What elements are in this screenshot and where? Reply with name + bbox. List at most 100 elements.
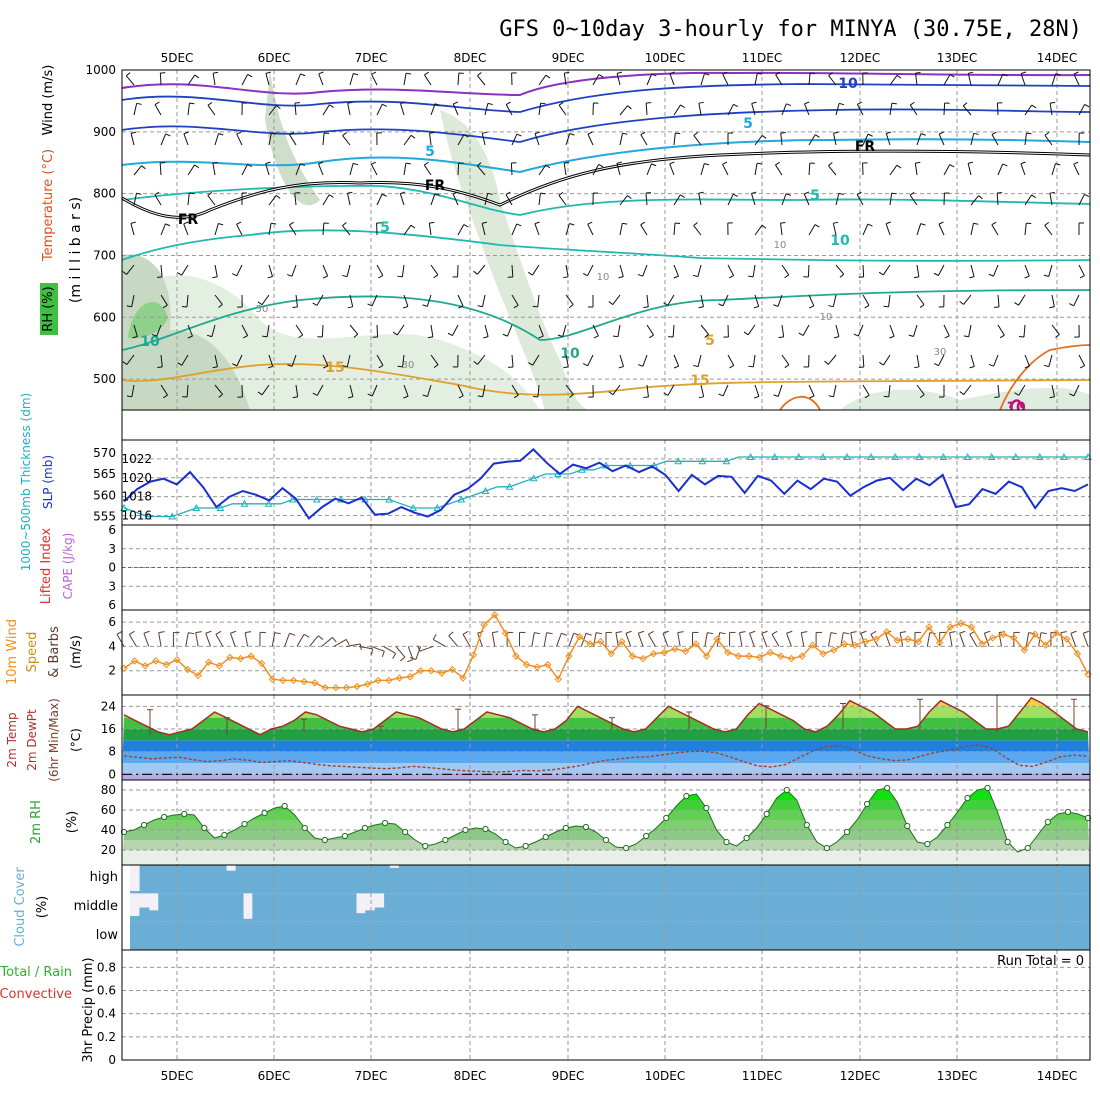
slp-line bbox=[123, 448, 1089, 520]
wind10-speed-point bbox=[935, 639, 944, 647]
upper-wind-barb bbox=[426, 294, 432, 307]
cloud-low-bar bbox=[389, 921, 400, 950]
contour-label-9: 10 bbox=[140, 334, 160, 350]
upper-wind-barb bbox=[700, 384, 705, 397]
upper-wind-barb-flag bbox=[643, 306, 649, 308]
upper-wind-barb bbox=[967, 163, 972, 176]
upper-wind-barb bbox=[154, 194, 162, 206]
cloud-high-bar bbox=[158, 865, 169, 894]
upper-wind-barb-flag bbox=[867, 133, 873, 137]
isotherm-7 bbox=[121, 363, 1091, 396]
upper-wind-barb-flag bbox=[728, 275, 734, 279]
upper-wind-barb-flag bbox=[608, 391, 614, 396]
x-tick-bottom-0: 5DEC bbox=[161, 1069, 194, 1083]
thickness-marker bbox=[1060, 452, 1068, 460]
upper-wind-barb-flag bbox=[778, 336, 784, 339]
upper-wind-barb bbox=[856, 104, 864, 116]
cloud-low-bar bbox=[245, 921, 256, 950]
upper-wind-barb-flag bbox=[323, 365, 329, 369]
cloud-low-bar bbox=[792, 921, 803, 950]
upper-wind-barb bbox=[349, 163, 354, 176]
x-tick-top-5: 10DEC bbox=[645, 51, 685, 65]
cloud-low-bar bbox=[600, 921, 611, 950]
upper-wind-barb bbox=[828, 354, 837, 365]
cloud-middle-bar bbox=[544, 893, 555, 922]
upper-wind-barb bbox=[612, 384, 621, 396]
upper-wind-barb bbox=[808, 224, 816, 236]
upper-wind-barb-flag bbox=[973, 222, 979, 225]
upper-wind-barb bbox=[133, 193, 137, 206]
upper-wind-barb bbox=[832, 223, 837, 236]
upper-wind-barb bbox=[916, 223, 922, 236]
upper-wind-barb-flag bbox=[651, 163, 657, 167]
cloud-middle-bar bbox=[1071, 893, 1082, 922]
wind10-speed-point bbox=[491, 611, 499, 619]
upper-wind-barb-flag bbox=[828, 395, 834, 398]
upper-wind-barb bbox=[265, 163, 270, 176]
cloud-high-bar bbox=[341, 865, 352, 894]
rh2m-point bbox=[904, 822, 911, 830]
cloud-low-bar bbox=[936, 921, 947, 950]
temp-band-7 bbox=[122, 697, 1090, 707]
upper-wind-barb-flag bbox=[352, 162, 359, 166]
upper-wind-barb-flag bbox=[1026, 132, 1032, 135]
upper-wind-barb-flag bbox=[1044, 131, 1050, 136]
upper-wind-barb-flag bbox=[218, 304, 223, 308]
upper-wind-barb-flag bbox=[564, 71, 570, 74]
upper-wind-barb-flag bbox=[949, 164, 955, 168]
wind10-barb-flag bbox=[739, 631, 746, 634]
upper-wind-barb bbox=[430, 264, 439, 276]
upper-wind-barb-flag bbox=[502, 333, 508, 337]
upper-wind-barb bbox=[962, 105, 972, 116]
upper-wind-barb bbox=[1073, 294, 1080, 307]
ylabel-temperature: Temperature (°C) bbox=[41, 149, 56, 262]
y-tick-wind-1: 4 bbox=[108, 639, 116, 653]
upper-wind-barb bbox=[1024, 194, 1032, 206]
upper-wind-barb bbox=[996, 102, 999, 116]
upper-wind-barb bbox=[996, 192, 999, 206]
upper-wind-barb-flag bbox=[141, 165, 146, 170]
upper-wind-barb-flag bbox=[300, 163, 306, 167]
rh2m-point bbox=[402, 828, 409, 836]
cloud-middle-bar bbox=[242, 918, 253, 922]
upper-wind-barb bbox=[1044, 225, 1053, 236]
upper-wind-barb-flag bbox=[673, 365, 679, 369]
upper-wind-barb-flag bbox=[403, 305, 409, 309]
cloud-low-bar bbox=[821, 921, 832, 950]
upper-wind-barb bbox=[862, 133, 869, 146]
rh2m-point bbox=[241, 820, 248, 828]
wind10-barb bbox=[419, 645, 434, 652]
upper-wind-barb-flag bbox=[483, 336, 489, 339]
cloud-high-bar bbox=[274, 865, 285, 894]
contour-label-11: 10 bbox=[560, 346, 580, 362]
wind10-barb-flag bbox=[345, 639, 350, 645]
upper-wind-barb-flag bbox=[1069, 303, 1074, 307]
rh2m-point bbox=[1064, 808, 1072, 816]
upper-wind-barb bbox=[558, 104, 567, 116]
cloud-middle-bar bbox=[995, 893, 1006, 922]
upper-wind-barb-flag bbox=[1044, 222, 1050, 226]
cloud-high-bar bbox=[1070, 865, 1081, 894]
ylabel-temp-units: (°C) bbox=[69, 728, 83, 752]
upper-wind-barb bbox=[645, 193, 648, 206]
cloud-low-bar bbox=[590, 921, 601, 950]
upper-wind-barb bbox=[130, 133, 135, 146]
thickness-marker bbox=[144, 512, 152, 520]
upper-wind-barb-flag bbox=[265, 161, 271, 164]
wind10-speed-point bbox=[586, 640, 594, 648]
upper-wind-barb bbox=[970, 195, 979, 206]
upper-wind-barb bbox=[1044, 134, 1053, 146]
upper-wind-barb bbox=[481, 223, 486, 236]
upper-wind-barb-flag bbox=[833, 221, 839, 224]
upper-wind-barb bbox=[477, 354, 486, 365]
upper-wind-barb bbox=[857, 324, 864, 337]
upper-wind-barb-flag bbox=[400, 101, 406, 105]
wind10-barb-flag bbox=[949, 631, 956, 634]
upper-wind-barb-flag bbox=[212, 161, 218, 164]
cloud-high-bar bbox=[1032, 865, 1043, 894]
upper-wind-barb bbox=[640, 224, 648, 236]
upper-wind-barb-flag bbox=[267, 275, 273, 279]
upper-wind-barb-flag bbox=[856, 191, 862, 195]
wind10-barb-flag bbox=[392, 653, 397, 659]
cloud-low-bar bbox=[475, 921, 486, 950]
